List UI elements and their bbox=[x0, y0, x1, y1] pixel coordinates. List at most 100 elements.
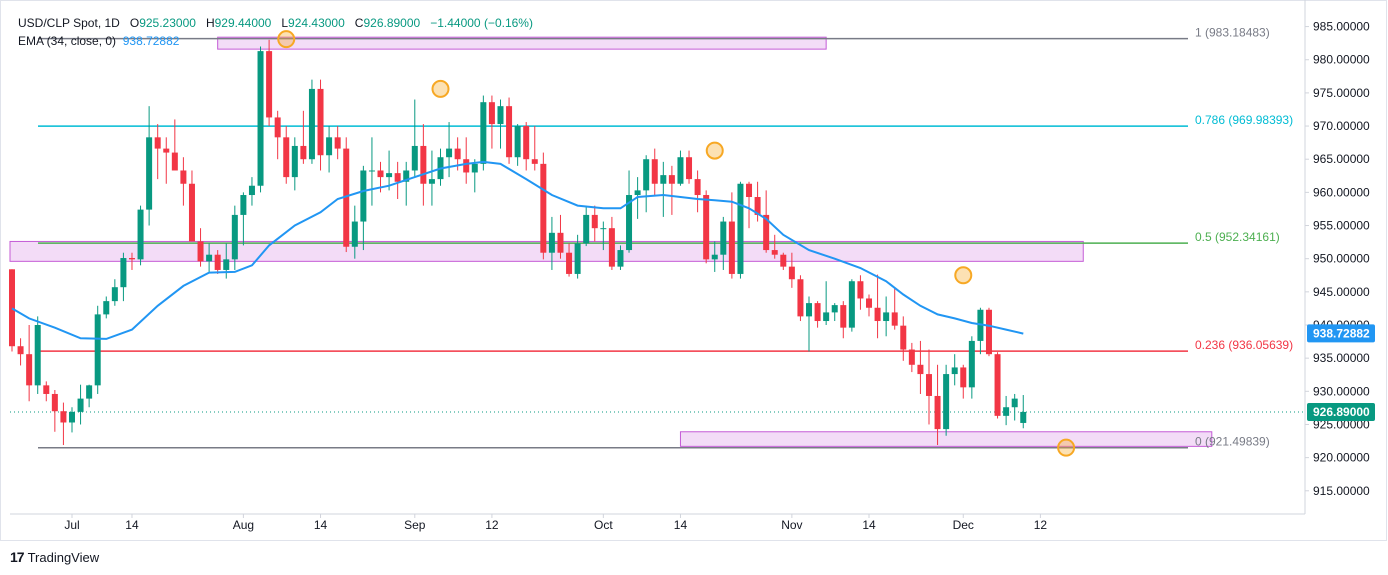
candle-body bbox=[1020, 411, 1027, 423]
candle-body bbox=[823, 312, 830, 322]
candle bbox=[111, 279, 118, 306]
candle bbox=[360, 165, 367, 251]
candle bbox=[283, 126, 290, 184]
y-tick-label: 945.00000 bbox=[1313, 285, 1370, 299]
candle-body bbox=[368, 170, 375, 172]
candle-body bbox=[943, 374, 950, 430]
high-value: 929.44000 bbox=[214, 16, 272, 30]
candle bbox=[711, 241, 718, 272]
candle bbox=[343, 137, 350, 253]
x-tick-label: 12 bbox=[1034, 518, 1048, 532]
y-tick-label: 960.00000 bbox=[1313, 185, 1370, 199]
candle-body bbox=[703, 195, 710, 260]
candle bbox=[514, 124, 521, 166]
candle-body bbox=[411, 145, 418, 171]
y-tick-label: 950.00000 bbox=[1313, 252, 1370, 266]
change-value: −1.44000 (−0.16%) bbox=[430, 16, 533, 30]
candle bbox=[146, 106, 153, 226]
candle-body bbox=[617, 250, 624, 267]
ema-label: EMA (34, close, 0) bbox=[18, 34, 117, 48]
candle-body bbox=[506, 106, 513, 158]
candle bbox=[600, 221, 607, 251]
candle-body bbox=[488, 102, 495, 125]
fib-label-0-5: 0.5 (952.34161) bbox=[1195, 230, 1280, 244]
ema-34-line bbox=[11, 160, 1024, 340]
candle-body bbox=[317, 88, 324, 156]
candle bbox=[694, 170, 701, 213]
candle-body bbox=[231, 214, 238, 260]
candle bbox=[874, 274, 881, 339]
candle bbox=[240, 192, 247, 246]
candle-body bbox=[334, 137, 341, 149]
candle-body bbox=[240, 195, 247, 215]
y-tick-label: 965.00000 bbox=[1313, 152, 1370, 166]
candle-body bbox=[403, 170, 410, 182]
pivot-marker bbox=[1057, 438, 1076, 457]
candle-body bbox=[26, 354, 33, 386]
candle-body bbox=[128, 258, 135, 260]
candle-body bbox=[668, 175, 675, 184]
candle-body bbox=[557, 232, 564, 253]
low-value: 924.43000 bbox=[288, 16, 345, 30]
candle-body bbox=[34, 325, 41, 386]
candle-body bbox=[883, 312, 890, 322]
candle-body bbox=[428, 179, 435, 184]
candle bbox=[925, 349, 932, 425]
candle-body bbox=[308, 88, 315, 160]
open-value: 925.23000 bbox=[139, 16, 196, 30]
candle-body bbox=[985, 309, 992, 355]
candle bbox=[1020, 395, 1027, 429]
ema-price-tag: 938.72882 bbox=[1313, 326, 1370, 340]
candle bbox=[1003, 395, 1010, 426]
candle-body bbox=[103, 301, 110, 315]
candle bbox=[686, 150, 693, 184]
candle-body bbox=[806, 303, 813, 317]
candle-body bbox=[343, 148, 350, 247]
symbol-title: USD/CLP Spot, 1D bbox=[18, 16, 120, 30]
candle bbox=[60, 402, 67, 446]
candle bbox=[351, 205, 358, 259]
candle-body bbox=[60, 411, 67, 423]
candle-body bbox=[94, 314, 101, 386]
candle-body bbox=[866, 298, 872, 308]
candle bbox=[206, 243, 213, 272]
candle-body bbox=[857, 281, 864, 299]
candle bbox=[488, 95, 495, 149]
pivot-marker bbox=[705, 141, 724, 160]
candle-body bbox=[154, 137, 161, 149]
candle bbox=[317, 79, 324, 171]
y-tick-label: 970.00000 bbox=[1313, 119, 1370, 133]
candle bbox=[831, 303, 838, 322]
candle bbox=[943, 364, 950, 436]
candle-body bbox=[771, 250, 778, 255]
candle bbox=[814, 301, 821, 328]
y-tick-label: 920.00000 bbox=[1313, 451, 1370, 465]
candle-body bbox=[86, 385, 93, 399]
candle bbox=[1011, 393, 1018, 421]
candle bbox=[26, 325, 33, 402]
candle bbox=[720, 216, 727, 270]
y-tick-label: 915.00000 bbox=[1313, 484, 1370, 498]
candle bbox=[583, 205, 590, 247]
candle bbox=[300, 110, 307, 164]
candle-body bbox=[120, 258, 127, 288]
candle bbox=[591, 205, 598, 242]
candle bbox=[77, 384, 84, 425]
close-value: 926.89000 bbox=[363, 16, 421, 30]
candle-body bbox=[694, 179, 701, 196]
tradingview-branding[interactable]: 17 TradingView bbox=[10, 549, 99, 565]
candle-body bbox=[540, 163, 547, 253]
x-tick-label: Dec bbox=[953, 518, 974, 532]
y-tick-label: 975.00000 bbox=[1313, 86, 1370, 100]
high-label: H bbox=[205, 16, 215, 30]
candle-body bbox=[908, 349, 915, 365]
candle bbox=[154, 124, 161, 180]
candle-body bbox=[77, 398, 84, 412]
candle-body bbox=[651, 159, 658, 184]
candle-body bbox=[360, 170, 367, 222]
x-tick-label: Oct bbox=[594, 518, 613, 532]
candle bbox=[677, 150, 684, 186]
candle-body bbox=[446, 148, 453, 158]
fib-label-0-786: 0.786 (969.98393) bbox=[1195, 113, 1293, 127]
